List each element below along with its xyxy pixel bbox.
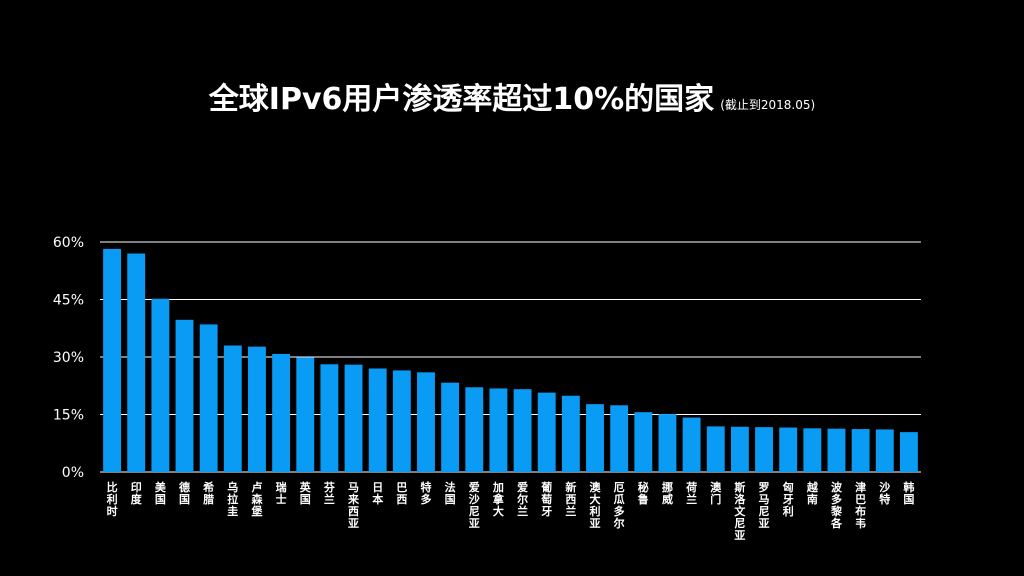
bar-荷兰 [682,417,701,472]
bar-津巴布韦 [851,429,870,472]
bar-德国 [175,319,194,472]
x-tick-label: 斯洛文尼亚 [734,481,746,542]
bar-芬兰 [320,364,339,472]
bar-波多黎各 [827,428,846,472]
x-tick-label: 挪威 [661,481,673,506]
y-tick-label: 60% [53,235,84,251]
bar-韩国 [899,432,918,472]
x-tick-label: 英国 [299,481,311,506]
bar-瑞士 [272,353,291,472]
bar-越南 [803,428,822,472]
bar-新西兰 [561,395,580,472]
bar-加拿大 [489,388,508,472]
x-tick-label: 比利时 [106,481,118,518]
bar-卢森堡 [248,346,266,472]
x-tick-label: 葡萄牙 [541,481,553,518]
x-tick-label: 德国 [179,481,190,506]
bar-挪威 [658,414,677,472]
bar-沙特 [875,429,894,472]
x-tick-label: 沙特 [879,481,891,506]
x-tick-label: 印度 [130,481,142,506]
bar-马来西亚 [344,364,363,472]
x-tick-label: 爱尔兰 [517,481,529,518]
bar-澳大利亚 [586,404,604,472]
chart-title: 全球IPv6用户渗透率超过10%的国家 [208,82,715,117]
x-tick-label: 荷兰 [686,481,698,506]
x-tick-label: 加拿大 [492,481,504,518]
bar-乌拉圭 [223,345,242,472]
bar-秘鲁 [634,412,653,472]
x-tick-label: 美国 [154,481,166,506]
x-tick-label: 越南 [806,481,818,506]
x-tick-label: 津巴布韦 [855,481,867,530]
bar-葡萄牙 [537,392,556,472]
chart-subtitle: (截止到2018.05) [720,98,816,112]
bar-希腊 [199,324,218,472]
x-tick-label: 秘鲁 [637,481,649,506]
x-tick-label: 日本 [372,481,384,506]
x-tick-label: 希腊 [203,481,215,506]
bar-英国 [296,357,315,472]
x-tick-label: 爱沙尼亚 [468,481,480,530]
x-tick-label: 波多黎各 [830,481,842,530]
bar-罗马尼亚 [755,427,773,472]
chart-title-row: 全球IPv6用户渗透率超过10%的国家 (截止到2018.05) [0,74,1024,118]
bar-印度 [127,253,146,472]
y-tick-label: 30% [53,350,84,366]
bar-特多 [417,372,435,472]
x-tick-label: 特多 [420,481,432,506]
x-tick-label: 澳大利亚 [589,481,601,530]
x-tick-label: 韩国 [903,481,915,506]
x-tick-label: 乌拉圭 [227,481,239,518]
x-tick-label: 瑞士 [275,481,287,506]
x-tick-label: 澳门 [710,481,722,506]
bar-美国 [151,298,170,472]
y-tick-label: 45% [53,293,84,309]
x-tick-label: 巴西 [396,481,408,506]
x-tick-label: 新西兰 [565,481,577,518]
bar-爱沙尼亚 [465,387,484,472]
x-tick-label: 厄瓜多尔 [613,481,625,530]
bar-日本 [368,368,387,472]
x-tick-label: 马来西亚 [348,481,360,530]
x-tick-label: 匈牙利 [782,481,794,518]
bar-比利时 [103,248,122,472]
bar-匈牙利 [779,427,798,472]
bar-厄瓜多尔 [610,405,629,472]
bar-法国 [441,382,460,472]
bar-澳门 [706,426,725,472]
bar-爱尔兰 [513,389,532,472]
bar-巴西 [392,370,411,472]
x-tick-label: 芬兰 [323,481,335,506]
y-tick-label: 15% [53,408,84,424]
x-tick-label: 罗马尼亚 [758,481,770,530]
bar-斯洛文尼亚 [730,426,749,472]
y-tick-label: 0% [62,465,84,481]
x-tick-label: 卢森堡 [251,481,263,518]
x-tick-label: 法国 [444,481,456,506]
